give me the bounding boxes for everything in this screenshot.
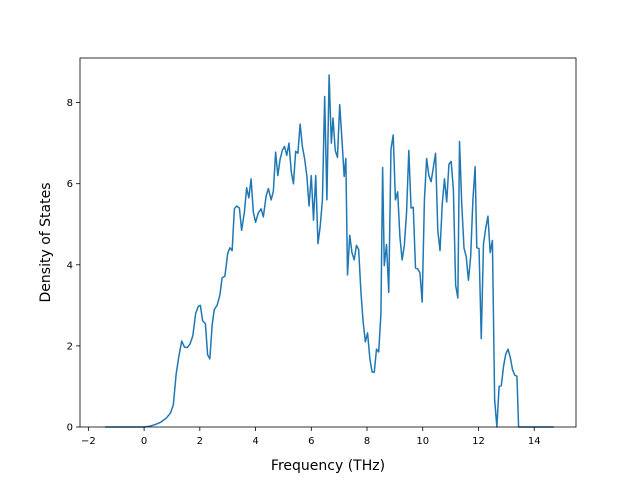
- x-axis-ticks: −2 0 2 4 6 8 10 12 14: [81, 427, 541, 447]
- x-tick-label: 2: [197, 436, 203, 447]
- plot-frame: [79, 57, 577, 428]
- x-tick-label: 4: [252, 436, 258, 447]
- y-tick-label: 0: [67, 423, 73, 434]
- series-layer: [105, 74, 554, 428]
- x-tick-label: 12: [472, 436, 485, 447]
- y-tick-label: 2: [67, 341, 73, 352]
- x-tick-label: 6: [308, 436, 314, 447]
- y-tick-label: 4: [67, 260, 73, 271]
- series-line-0: [105, 74, 554, 428]
- y-tick-label: 6: [67, 179, 73, 190]
- x-tick-label: −2: [81, 436, 96, 447]
- x-axis-label: Frequency (THz): [271, 458, 385, 474]
- x-tick-label: 0: [141, 436, 147, 447]
- x-tick-label: 8: [364, 436, 370, 447]
- y-axis-ticks: 0 2 4 6 8: [67, 98, 80, 434]
- x-tick-label: 10: [416, 436, 429, 447]
- y-tick-label: 8: [67, 98, 73, 109]
- x-tick-label: 14: [528, 436, 541, 447]
- y-axis-label: Density of States: [38, 183, 54, 303]
